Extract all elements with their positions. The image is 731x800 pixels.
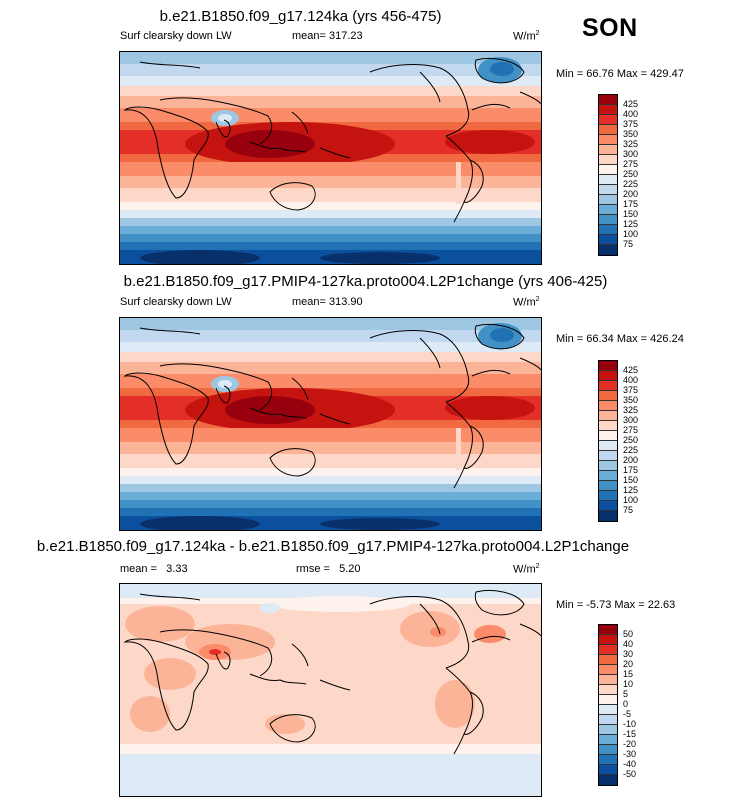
panel-1-mean: mean= 317.23 [292, 30, 363, 42]
panel-2-units: W/m2 [513, 296, 540, 309]
panel-2-level-label: 275 [623, 425, 639, 435]
panel-3-level-label: -15 [623, 729, 637, 739]
panel-1-level-label: 75 [623, 239, 634, 249]
panel-3-level-label: 5 [623, 689, 629, 699]
panel-3-colorbar [598, 624, 618, 786]
panel-1-level-label: 425 [623, 99, 639, 109]
panel-3-level-label: -50 [623, 769, 637, 779]
panel-2-level-label: 425 [623, 365, 639, 375]
panel-2-level-label: 400 [623, 375, 639, 385]
panel-3-level-label: 50 [623, 629, 634, 639]
panel-1-level-label: 400 [623, 109, 639, 119]
panel-2-colorbar [598, 360, 618, 522]
panel-2-level-label: 300 [623, 415, 639, 425]
panel-2-level-label: 375 [623, 385, 639, 395]
panel-2-level-label: 175 [623, 465, 639, 475]
panel-2-variable: Surf clearsky down LW [120, 296, 232, 308]
panel-3-level-label: -30 [623, 749, 637, 759]
panel-3-map-field [120, 584, 541, 796]
panel-3-units: W/m2 [513, 563, 540, 576]
panel-3-level-label: 10 [623, 679, 634, 689]
panel-3-level-label: 0 [623, 699, 629, 709]
panel-2-level-label: 325 [623, 405, 639, 415]
panel-3-mean: mean = 3.33 [120, 563, 188, 575]
panel-2-map-field [120, 318, 541, 530]
panel-1-level-label: 200 [623, 189, 639, 199]
panel-3-map [119, 583, 542, 797]
panel-2-level-label: 350 [623, 395, 639, 405]
panel-2-minmax: Min = 66.34 Max = 426.24 [556, 333, 684, 345]
panel-3-level-label: -10 [623, 719, 637, 729]
panel-2-level-label: 150 [623, 475, 639, 485]
panel-1-level-label: 350 [623, 129, 639, 139]
panel-1-level-label: 125 [623, 219, 639, 229]
panel-1-level-label: 250 [623, 169, 639, 179]
panel-1-level-label: 375 [623, 119, 639, 129]
panel-3-rmse: rmse = 5.20 [296, 563, 361, 575]
panel-3-level-label: 30 [623, 649, 634, 659]
panel-2-level-label: 200 [623, 455, 639, 465]
panel-3-level-label: -5 [623, 709, 632, 719]
panel-1-title: b.e21.B1850.f09_g17.124ka (yrs 456-475) [159, 8, 442, 25]
panel-1-colorbar [598, 94, 618, 256]
panel-1-units: W/m2 [513, 30, 540, 43]
panel-3-level-label: -40 [623, 759, 637, 769]
panel-1-level-label: 300 [623, 149, 639, 159]
panel-3-minmax: Min = -5.73 Max = 22.63 [556, 599, 676, 611]
season-label: SON [582, 14, 638, 42]
panel-1-map [119, 51, 542, 265]
panel-1-minmax: Min = 66.76 Max = 429.47 [556, 68, 684, 80]
panel-1-map-field [120, 52, 541, 264]
panel-2-level-label: 100 [623, 495, 639, 505]
panel-1-level-label: 175 [623, 199, 639, 209]
panel-2-mean: mean= 313.90 [292, 296, 363, 308]
panel-1-level-label: 150 [623, 209, 639, 219]
panel-3-level-label: 40 [623, 639, 634, 649]
panel-2-level-label: 225 [623, 445, 639, 455]
panel-1-variable: Surf clearsky down LW [120, 30, 232, 42]
panel-1-level-label: 100 [623, 229, 639, 239]
panel-2-level-label: 250 [623, 435, 639, 445]
panel-3-title: b.e21.B1850.f09_g17.124ka - b.e21.B1850.… [36, 538, 630, 555]
panel-2-level-label: 125 [623, 485, 639, 495]
panel-1-level-label: 275 [623, 159, 639, 169]
panel-3-level-label: -20 [623, 739, 637, 749]
panel-2-level-label: 75 [623, 505, 634, 515]
panel-3-level-label: 20 [623, 659, 634, 669]
panel-1-level-label: 325 [623, 139, 639, 149]
panel-2-title: b.e21.B1850.f09_g17.PMIP4-127ka.proto004… [123, 273, 608, 290]
panel-3-level-label: 15 [623, 669, 634, 679]
panel-2-map [119, 317, 542, 531]
panel-1-level-label: 225 [623, 179, 639, 189]
